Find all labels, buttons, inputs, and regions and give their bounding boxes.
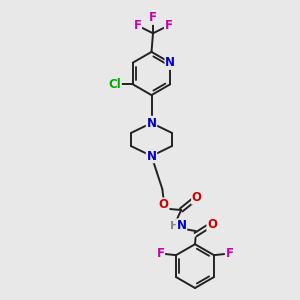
Text: N: N bbox=[165, 56, 175, 69]
Text: O: O bbox=[207, 218, 217, 231]
Text: F: F bbox=[165, 19, 172, 32]
Text: O: O bbox=[159, 198, 169, 211]
Text: O: O bbox=[192, 191, 202, 204]
Text: F: F bbox=[149, 11, 157, 24]
Text: Cl: Cl bbox=[108, 78, 121, 91]
Text: N: N bbox=[176, 219, 187, 232]
Text: F: F bbox=[134, 19, 141, 32]
Text: N: N bbox=[146, 116, 157, 130]
Text: F: F bbox=[226, 247, 234, 260]
Text: N: N bbox=[146, 149, 157, 163]
Text: H: H bbox=[170, 220, 179, 231]
Text: F: F bbox=[156, 247, 164, 260]
